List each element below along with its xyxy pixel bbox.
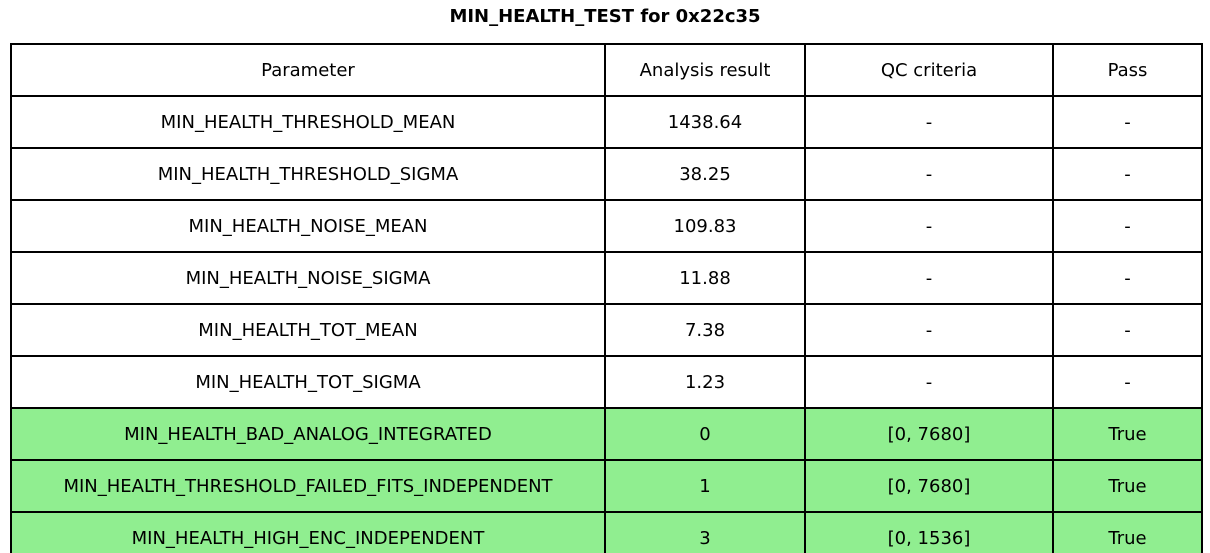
qc-criteria-cell: - (804, 95, 1054, 149)
parameter-cell: MIN_HEALTH_HIGH_ENC_INDEPENDENT (10, 511, 606, 553)
analysis-result-cell: 38.25 (604, 147, 806, 201)
analysis-result-cell: 3 (604, 511, 806, 553)
parameter-cell: MIN_HEALTH_BAD_ANALOG_INTEGRATED (10, 407, 606, 461)
table-row: MIN_HEALTH_THRESHOLD_MEAN 1438.64 - - (10, 95, 1203, 149)
parameter-cell: MIN_HEALTH_TOT_MEAN (10, 303, 606, 357)
qc-criteria-cell: - (804, 147, 1054, 201)
table-row: MIN_HEALTH_THRESHOLD_SIGMA 38.25 - - (10, 147, 1203, 201)
analysis-result-cell: 7.38 (604, 303, 806, 357)
pass-cell: True (1052, 511, 1203, 553)
analysis-result-cell: 1438.64 (604, 95, 806, 149)
parameter-cell: MIN_HEALTH_NOISE_MEAN (10, 199, 606, 253)
table-row: MIN_HEALTH_HIGH_ENC_INDEPENDENT 3 [0, 15… (10, 511, 1203, 553)
qc-criteria-cell: - (804, 355, 1054, 409)
pass-cell: True (1052, 407, 1203, 461)
pass-cell: True (1052, 459, 1203, 513)
qc-criteria-cell: [0, 7680] (804, 459, 1054, 513)
page-title: MIN_HEALTH_TEST for 0x22c35 (449, 6, 761, 27)
parameter-cell: MIN_HEALTH_THRESHOLD_MEAN (10, 95, 606, 149)
analysis-result-cell: 1.23 (604, 355, 806, 409)
analysis-result-cell: 1 (604, 459, 806, 513)
column-header-pass: Pass (1052, 43, 1203, 97)
table-row: MIN_HEALTH_NOISE_MEAN 109.83 - - (10, 199, 1203, 253)
qc-criteria-cell: - (804, 303, 1054, 357)
table-row: MIN_HEALTH_TOT_MEAN 7.38 - - (10, 303, 1203, 357)
column-header-qc-criteria: QC criteria (804, 43, 1054, 97)
table-row: MIN_HEALTH_BAD_ANALOG_INTEGRATED 0 [0, 7… (10, 407, 1203, 461)
pass-cell: - (1052, 251, 1203, 305)
table-row: MIN_HEALTH_NOISE_SIGMA 11.88 - - (10, 251, 1203, 305)
qc-criteria-cell: - (804, 199, 1054, 253)
pass-cell: - (1052, 355, 1203, 409)
table-row: MIN_HEALTH_TOT_SIGMA 1.23 - - (10, 355, 1203, 409)
report-table: Parameter Analysis result QC criteria Pa… (10, 43, 1203, 553)
analysis-result-cell: 109.83 (604, 199, 806, 253)
parameter-cell: MIN_HEALTH_THRESHOLD_FAILED_FITS_INDEPEN… (10, 459, 606, 513)
table-row: MIN_HEALTH_THRESHOLD_FAILED_FITS_INDEPEN… (10, 459, 1203, 513)
column-header-analysis-result: Analysis result (604, 43, 806, 97)
column-header-parameter: Parameter (10, 43, 606, 97)
table-body: MIN_HEALTH_THRESHOLD_MEAN 1438.64 - - MI… (10, 95, 1203, 553)
pass-cell: - (1052, 95, 1203, 149)
pass-cell: - (1052, 303, 1203, 357)
analysis-result-cell: 11.88 (604, 251, 806, 305)
parameter-cell: MIN_HEALTH_TOT_SIGMA (10, 355, 606, 409)
qc-criteria-cell: [0, 7680] (804, 407, 1054, 461)
table-header-row: Parameter Analysis result QC criteria Pa… (10, 43, 1203, 97)
parameter-cell: MIN_HEALTH_NOISE_SIGMA (10, 251, 606, 305)
qc-criteria-cell: [0, 1536] (804, 511, 1054, 553)
pass-cell: - (1052, 199, 1203, 253)
parameter-cell: MIN_HEALTH_THRESHOLD_SIGMA (10, 147, 606, 201)
analysis-result-cell: 0 (604, 407, 806, 461)
qc-criteria-cell: - (804, 251, 1054, 305)
pass-cell: - (1052, 147, 1203, 201)
